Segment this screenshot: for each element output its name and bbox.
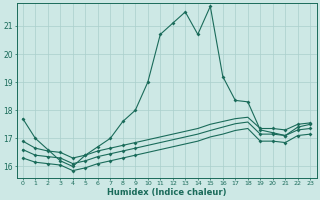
X-axis label: Humidex (Indice chaleur): Humidex (Indice chaleur) <box>107 188 226 197</box>
